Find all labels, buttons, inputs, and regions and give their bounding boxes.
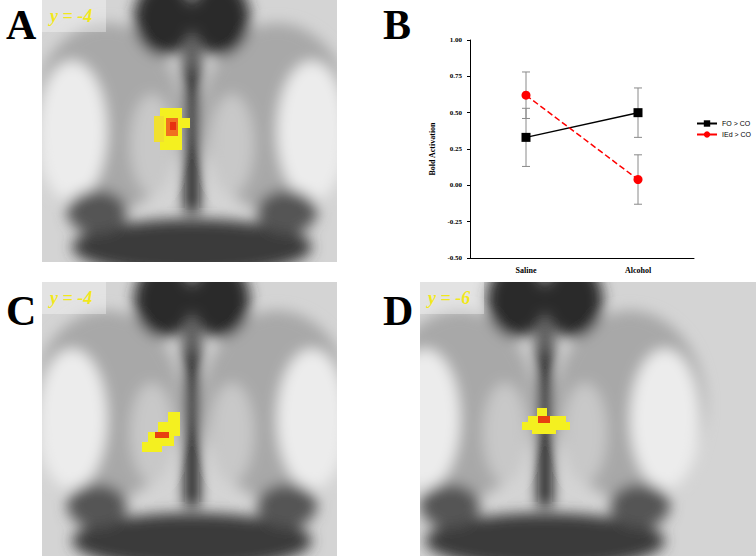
svg-text:y = -4: y = -4: [48, 288, 92, 308]
svg-text:0.75: 0.75: [450, 72, 463, 80]
html-text:D: D: [383, 288, 414, 334]
svg-text:IEd > CO: IEd > CO: [722, 131, 752, 138]
svg-text:0.50: 0.50: [450, 109, 463, 117]
svg-text:Bold Activation: Bold Activation: [428, 122, 437, 176]
svg-text:FO > CO: FO > CO: [722, 120, 751, 127]
svg-text:Saline: Saline: [516, 266, 537, 275]
svg-text:y = -4: y = -4: [48, 6, 92, 26]
svg-text:Alcohol: Alcohol: [625, 266, 652, 275]
svg-text:0.25: 0.25: [450, 145, 463, 153]
svg-text:1.00: 1.00: [450, 36, 463, 44]
html-text:A: A: [6, 2, 37, 48]
svg-text:y = -6: y = -6: [426, 288, 470, 308]
svg-text:-0.50: -0.50: [447, 254, 462, 262]
html-text:C: C: [6, 288, 37, 334]
html-text:B: B: [383, 2, 411, 48]
svg-text:0.00: 0.00: [450, 181, 463, 189]
svg-text:-0.25: -0.25: [447, 218, 462, 226]
